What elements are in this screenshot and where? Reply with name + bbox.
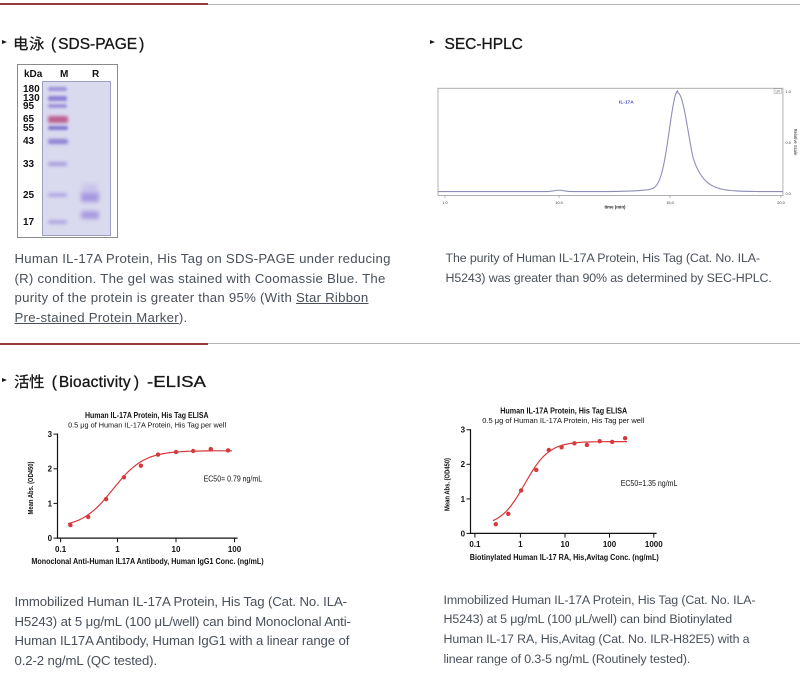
svg-text:10: 10	[561, 540, 570, 549]
svg-text:Mean Abs. (OD450): Mean Abs. (OD450)	[26, 461, 35, 514]
svg-text:0.1: 0.1	[55, 545, 67, 554]
svg-text:0.5: 0.5	[786, 141, 791, 145]
svg-text:1000: 1000	[645, 540, 663, 549]
svg-text:EC50=1.35 ng/mL: EC50=1.35 ng/mL	[621, 479, 678, 488]
svg-text:0: 0	[48, 534, 53, 543]
svg-text:EC50= 0.79 ng/mL: EC50= 0.79 ng/mL	[204, 475, 263, 484]
svg-text:Monoclonal Anti-Human IL17A An: Monoclonal Anti-Human IL17A Antibody, Hu…	[31, 557, 264, 566]
svg-text:10.0: 10.0	[555, 200, 563, 205]
svg-text:Biotinylated Human IL-17 RA, H: Biotinylated Human IL-17 RA, His,Avitag …	[470, 553, 659, 562]
svg-text:1.0: 1.0	[786, 90, 791, 94]
svg-text:Human IL-17A Protein, His Tag: Human IL-17A Protein, His Tag ELISA	[85, 411, 209, 420]
svg-text:1: 1	[461, 495, 466, 504]
svg-text:100: 100	[228, 545, 242, 554]
svg-text:1: 1	[115, 545, 120, 554]
svg-text:1: 1	[48, 499, 53, 508]
svg-text:100: 100	[603, 540, 617, 549]
svg-text:IL-17A: IL-17A	[619, 100, 634, 106]
svg-text:15.0: 15.0	[666, 200, 674, 205]
svg-text:Mean Abs. (OD450): Mean Abs. (OD450)	[443, 458, 452, 511]
svg-text:10: 10	[172, 545, 181, 554]
svg-text:20.0: 20.0	[777, 200, 785, 205]
svg-text:1.0: 1.0	[442, 200, 448, 205]
svg-text:3: 3	[48, 430, 53, 439]
svg-text:time (min): time (min)	[605, 205, 627, 210]
svg-text:Human IL-17A Protein, His Tag: Human IL-17A Protein, His Tag ELISA	[500, 407, 627, 416]
svg-text:UV: UV	[776, 89, 781, 93]
svg-text:0.1: 0.1	[469, 540, 481, 549]
svg-text:0.0: 0.0	[786, 192, 791, 196]
svg-text:1: 1	[518, 540, 523, 549]
svg-text:0: 0	[461, 529, 466, 538]
svg-text:Relative Scale: Relative Scale	[793, 129, 798, 156]
svg-text:0.5 μg of Human IL-17A Protein: 0.5 μg of Human IL-17A Protein, His Tag …	[68, 421, 226, 430]
svg-text:2: 2	[461, 460, 466, 469]
svg-text:3: 3	[461, 426, 466, 435]
svg-text:0.5 μg of Human IL-17A Protein: 0.5 μg of Human IL-17A Protein, His Tag …	[482, 416, 644, 425]
svg-text:2: 2	[48, 465, 53, 474]
